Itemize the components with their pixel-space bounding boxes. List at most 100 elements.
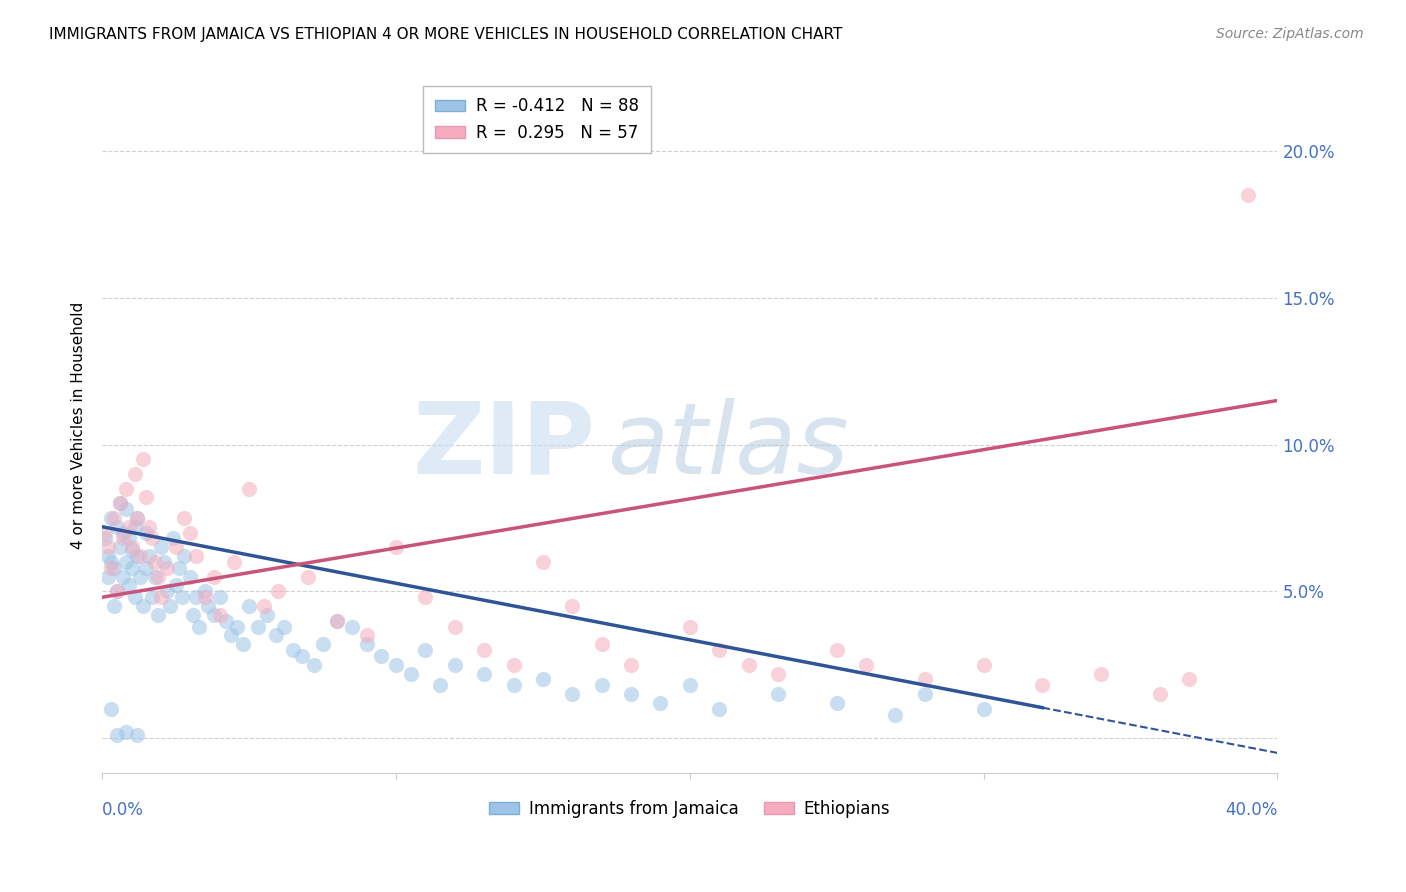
Point	[1178, 673, 1201, 687]
Point	[531, 555, 554, 569]
Point	[297, 569, 319, 583]
Point	[238, 482, 260, 496]
Point	[311, 637, 333, 651]
Text: atlas: atlas	[607, 398, 849, 495]
Point	[194, 584, 217, 599]
Point	[141, 532, 163, 546]
Point	[173, 511, 195, 525]
Point	[94, 532, 117, 546]
Point	[124, 467, 146, 481]
Point	[103, 561, 125, 575]
Point	[340, 619, 363, 633]
Point	[103, 511, 125, 525]
Point	[165, 578, 187, 592]
Point	[502, 657, 524, 672]
Point	[650, 696, 672, 710]
Point	[97, 569, 120, 583]
Point	[737, 657, 759, 672]
Point	[127, 728, 149, 742]
Point	[620, 687, 643, 701]
Point	[108, 496, 131, 510]
Point	[121, 561, 143, 575]
Point	[385, 541, 408, 555]
Point	[202, 607, 225, 622]
Point	[256, 607, 278, 622]
Point	[165, 541, 187, 555]
Point	[766, 666, 789, 681]
Point	[141, 591, 163, 605]
Point	[167, 561, 190, 575]
Point	[202, 569, 225, 583]
Point	[221, 628, 243, 642]
Point	[914, 687, 936, 701]
Text: 0.0%: 0.0%	[103, 801, 143, 819]
Point	[264, 628, 287, 642]
Point	[679, 619, 702, 633]
Point	[385, 657, 408, 672]
Point	[153, 555, 176, 569]
Point	[855, 657, 877, 672]
Point	[127, 511, 149, 525]
Point	[105, 584, 128, 599]
Point	[135, 491, 157, 505]
Point	[129, 569, 152, 583]
Point	[472, 666, 495, 681]
Point	[179, 525, 201, 540]
Point	[1090, 666, 1112, 681]
Point	[1031, 678, 1053, 692]
Point	[181, 607, 204, 622]
Point	[302, 657, 325, 672]
Point	[132, 599, 155, 613]
Point	[356, 637, 378, 651]
Point	[884, 707, 907, 722]
Point	[370, 648, 392, 663]
Point	[561, 687, 583, 701]
Point	[156, 561, 179, 575]
Point	[825, 643, 848, 657]
Point	[214, 614, 236, 628]
Point	[162, 532, 184, 546]
Point	[124, 520, 146, 534]
Point	[94, 525, 117, 540]
Legend: Immigrants from Jamaica, Ethiopians: Immigrants from Jamaica, Ethiopians	[482, 793, 897, 824]
Point	[709, 702, 731, 716]
Text: 40.0%: 40.0%	[1225, 801, 1278, 819]
Point	[138, 549, 160, 563]
Point	[1149, 687, 1171, 701]
Point	[105, 728, 128, 742]
Point	[135, 525, 157, 540]
Point	[127, 549, 149, 563]
Point	[561, 599, 583, 613]
Point	[143, 555, 166, 569]
Point	[97, 549, 120, 563]
Point	[97, 541, 120, 555]
Text: ZIP: ZIP	[413, 398, 596, 495]
Point	[415, 591, 437, 605]
Point	[114, 482, 136, 496]
Point	[283, 643, 305, 657]
Point	[253, 599, 276, 613]
Point	[825, 696, 848, 710]
Point	[170, 591, 193, 605]
Point	[103, 599, 125, 613]
Point	[186, 549, 208, 563]
Point	[118, 578, 141, 592]
Point	[766, 687, 789, 701]
Point	[146, 569, 169, 583]
Point	[143, 569, 166, 583]
Point	[105, 520, 128, 534]
Point	[326, 614, 349, 628]
Point	[914, 673, 936, 687]
Point	[186, 591, 208, 605]
Point	[111, 569, 134, 583]
Point	[226, 619, 249, 633]
Point	[156, 584, 179, 599]
Point	[531, 673, 554, 687]
Point	[443, 657, 465, 672]
Point	[208, 607, 231, 622]
Point	[326, 614, 349, 628]
Point	[149, 591, 172, 605]
Point	[502, 678, 524, 692]
Point	[108, 496, 131, 510]
Point	[679, 678, 702, 692]
